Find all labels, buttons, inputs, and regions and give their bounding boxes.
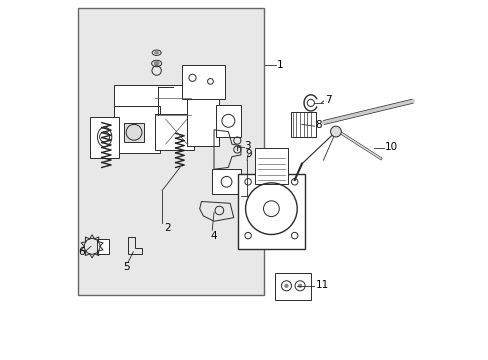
Text: 10: 10 xyxy=(384,141,397,152)
FancyBboxPatch shape xyxy=(78,8,264,295)
Text: 4: 4 xyxy=(210,231,217,240)
Text: 2: 2 xyxy=(163,224,170,233)
Ellipse shape xyxy=(154,51,159,54)
FancyBboxPatch shape xyxy=(155,114,194,149)
Text: 1: 1 xyxy=(276,59,283,69)
FancyBboxPatch shape xyxy=(238,174,304,249)
Circle shape xyxy=(154,61,159,66)
FancyBboxPatch shape xyxy=(215,105,241,137)
FancyBboxPatch shape xyxy=(113,85,217,117)
FancyBboxPatch shape xyxy=(187,96,219,146)
Circle shape xyxy=(298,284,301,288)
Text: 5: 5 xyxy=(123,262,130,272)
FancyBboxPatch shape xyxy=(124,123,144,142)
Text: 11: 11 xyxy=(315,280,328,290)
FancyBboxPatch shape xyxy=(182,65,224,99)
Text: 9: 9 xyxy=(244,149,251,159)
FancyBboxPatch shape xyxy=(97,239,108,254)
FancyBboxPatch shape xyxy=(274,273,310,300)
Circle shape xyxy=(330,126,341,137)
Text: 3: 3 xyxy=(244,141,251,151)
FancyBboxPatch shape xyxy=(90,117,119,158)
Text: 8: 8 xyxy=(315,121,322,130)
Circle shape xyxy=(284,284,287,288)
FancyBboxPatch shape xyxy=(255,148,287,184)
FancyBboxPatch shape xyxy=(308,112,316,117)
Bar xyxy=(290,112,316,137)
Text: 7: 7 xyxy=(325,95,331,105)
Text: 6: 6 xyxy=(78,247,84,257)
FancyBboxPatch shape xyxy=(113,107,160,153)
FancyBboxPatch shape xyxy=(212,169,241,194)
